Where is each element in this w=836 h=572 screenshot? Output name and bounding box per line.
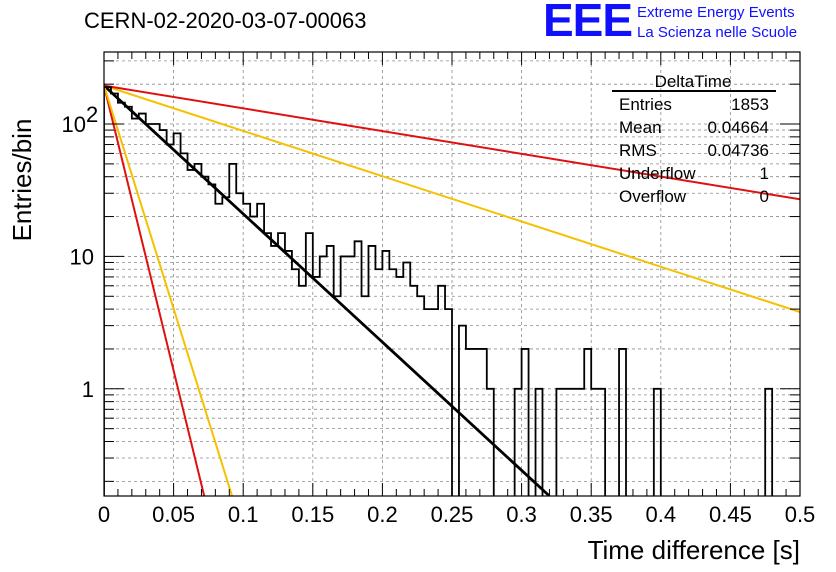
y-tick-label: 10	[70, 244, 94, 269]
x-tick-label: 0.3	[506, 502, 537, 527]
y-tick-exponent: 2	[86, 102, 98, 127]
histogram-outline	[104, 86, 774, 496]
stats-value: 0	[760, 187, 769, 206]
x-tick-label: 0.05	[152, 502, 195, 527]
x-tick-label: 0	[98, 502, 110, 527]
axis-ticks	[103, 52, 801, 496]
histogram-bars	[104, 86, 774, 496]
x-tick-label: 0.35	[570, 502, 613, 527]
decay-curves	[104, 84, 800, 496]
x-tick-label: 0.5	[785, 502, 816, 527]
x-tick-label: 0.4	[646, 502, 677, 527]
stats-title: DeltaTime	[655, 72, 732, 91]
stats-label: Overflow	[619, 187, 687, 206]
logo-line-1: Extreme Energy Events	[637, 4, 795, 21]
red-shallow-line	[104, 84, 800, 201]
x-tick-label: 0.1	[228, 502, 259, 527]
stats-label: Mean	[619, 118, 662, 137]
page-title: CERN-02-2020-03-07-00063	[84, 8, 367, 33]
logo-mark: EEE	[543, 0, 633, 46]
tick-labels: 0 0.05 0.1 0.15 0.2 0.25 0.3 0.35 0.4 0.45 0.51101…	[62, 102, 816, 527]
stats-label: Underflow	[619, 164, 696, 183]
stats-label: RMS	[619, 141, 657, 160]
y-axis-label: Entries/bin	[7, 119, 37, 242]
stats-value: 1	[760, 164, 769, 183]
eee-logo: EEE Extreme Energy Events La Scienza nel…	[543, 0, 833, 47]
y-tick-label: 10	[62, 112, 86, 137]
stats-rows: Entries 1853 Mean 0.04664 RMS 0.04736 Underflo…	[619, 95, 769, 206]
stats-value: 0.04664	[708, 118, 769, 137]
stats-value: 0.04736	[708, 141, 769, 160]
x-tick-label: 0.25	[431, 502, 474, 527]
y-tick-label: 1	[82, 377, 94, 402]
stats-label: Entries	[619, 95, 672, 114]
fit-line	[104, 84, 551, 496]
red-steep-line	[104, 85, 206, 496]
x-tick-label: 0.15	[291, 502, 334, 527]
yellow-shallow-line	[104, 84, 800, 314]
x-tick-label: 0.45	[709, 502, 752, 527]
stats-value: 1853	[731, 95, 769, 114]
x-tick-label: 0.2	[367, 502, 398, 527]
logo-line-2: La Scienza nelle Scuole	[637, 24, 798, 41]
stats-box: DeltaTime Entries 1853 Mean 0.04664 RMS 0.047…	[612, 72, 776, 206]
x-axis-label: Time difference [s]	[588, 535, 800, 565]
yellow-steep-line	[104, 85, 234, 496]
